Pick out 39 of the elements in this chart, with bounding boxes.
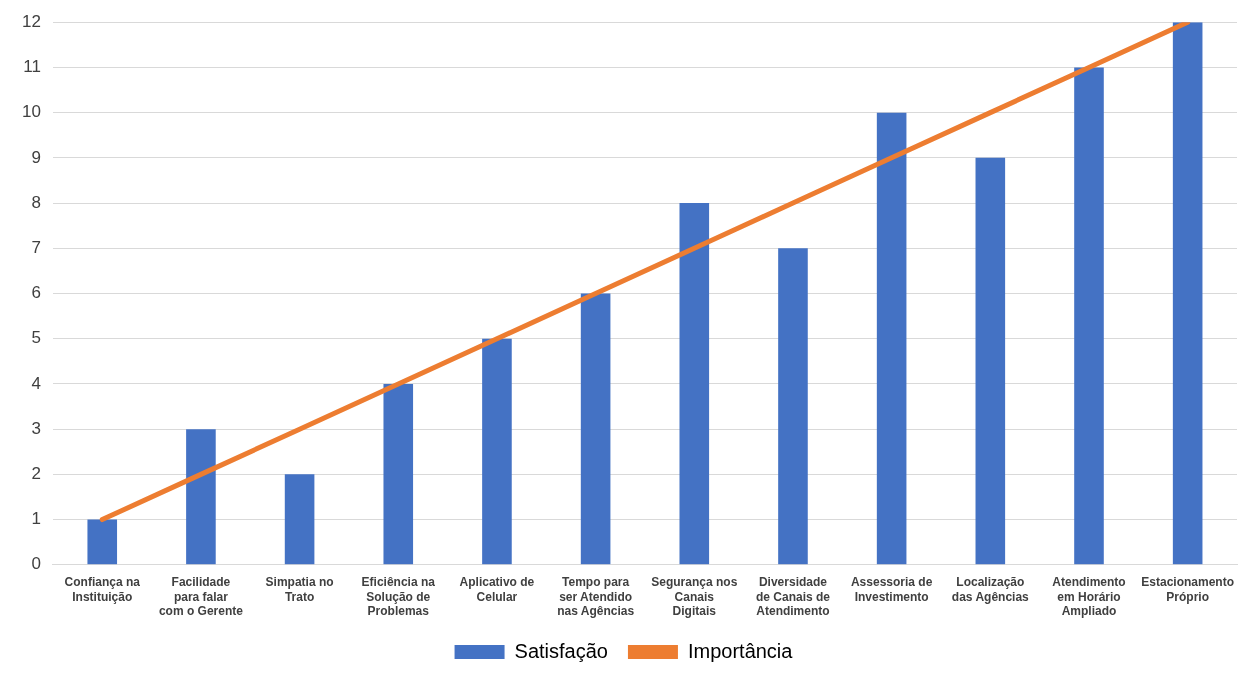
y-tick-label: 9	[31, 147, 41, 167]
y-tick-label: 8	[31, 192, 41, 212]
x-tick-label: Segurança nos Canais Digitais	[651, 575, 738, 619]
bar	[87, 519, 118, 565]
bar	[876, 112, 907, 565]
x-tick-label: Assessoria de Investimento	[850, 575, 933, 604]
y-tick-label: 11	[23, 57, 41, 77]
bar	[186, 429, 216, 565]
y-tick-label: 5	[31, 328, 41, 348]
y-tick-label: 1	[31, 509, 41, 529]
x-tick-label: Estacionamento Próprio	[1141, 575, 1235, 604]
x-tick-label: Atendimento em Horário Ampliado	[1052, 575, 1126, 619]
x-tick-label: Facilidade para falar com o Gerente	[158, 575, 244, 619]
y-tick-label: 4	[31, 373, 41, 393]
y-tick-label: 3	[31, 418, 41, 438]
x-tick-label: Eficiência na Solução de Problemas	[361, 575, 436, 619]
bar	[284, 474, 315, 565]
bar	[1074, 67, 1104, 565]
y-tick-label: 6	[31, 283, 41, 303]
bar	[580, 293, 611, 565]
x-tick-label: Confiança na Instituição	[64, 575, 141, 604]
bar	[1172, 22, 1203, 565]
y-tick-label: 2	[31, 464, 41, 484]
x-tick-label: Localização das Agências	[951, 575, 1030, 604]
x-tick-label: Aplicativo de Celular	[459, 575, 535, 604]
bar	[975, 157, 1006, 565]
x-tick-label: Simpatia no Trato	[265, 575, 334, 604]
legend-label: Importância	[687, 639, 794, 662]
bar	[679, 203, 710, 565]
y-tick-label: 0	[31, 554, 41, 574]
y-tick-label: 7	[31, 237, 41, 257]
y-tick-label: 10	[21, 102, 41, 122]
bar	[482, 338, 512, 565]
bar	[778, 248, 808, 565]
y-tick-label: 12	[21, 11, 41, 31]
bar	[383, 383, 414, 565]
x-tick-label: Diversidade de Canais de Atendimento	[755, 575, 831, 619]
legend-label: Satisfação	[514, 639, 608, 662]
x-tick-label: Tempo para ser Atendido nas Agências	[557, 575, 635, 619]
